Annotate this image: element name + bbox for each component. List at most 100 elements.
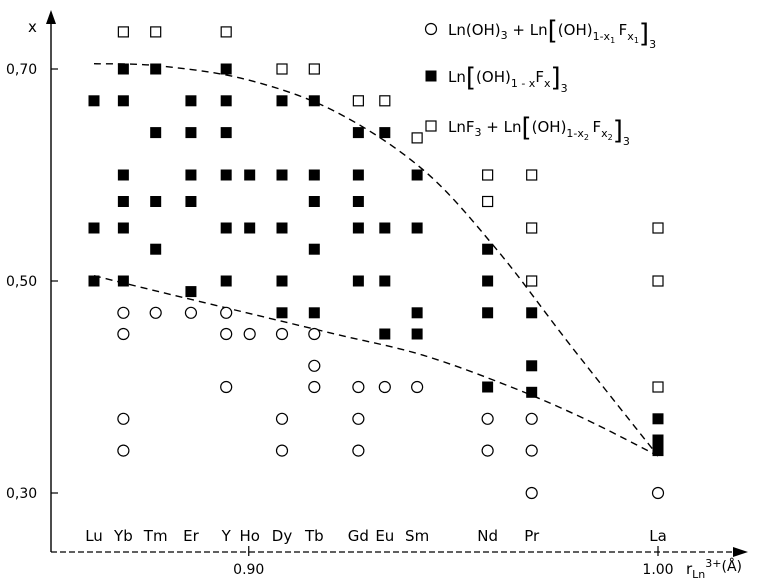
boundary-lower <box>93 275 659 457</box>
solid-solution-point <box>220 222 232 234</box>
fluoride-point <box>526 222 538 234</box>
y-tick-label: 0,30 <box>6 486 37 502</box>
element-label: La <box>649 527 667 545</box>
solid-solution-point <box>244 222 256 234</box>
solid-solution-point <box>185 196 197 207</box>
solid-solution-point <box>88 275 100 287</box>
legend-marker-fluoride <box>425 120 437 132</box>
boundary-upper <box>93 63 659 457</box>
fluoride-point <box>482 195 494 208</box>
legend-label-hydroxide: Ln(OH)3 + Ln[(OH)1-x1 Fx1]3 <box>448 16 656 51</box>
solid-solution-point <box>276 222 288 234</box>
fluoride-point <box>526 275 538 287</box>
legend: Ln(OH)3 + Ln[(OH)1-x1 Fx1]3 Ln[(OH)1 - xF… <box>424 16 656 148</box>
solid-solution-point <box>482 381 494 393</box>
solid-solution-point <box>185 286 197 298</box>
element-label: Eu <box>375 527 394 545</box>
hydroxide-point <box>220 327 233 341</box>
solid-solution-point <box>276 95 288 107</box>
element-label: Y <box>221 527 232 545</box>
element-label: Nd <box>477 527 498 545</box>
fluoride-point <box>150 26 162 38</box>
element-label: Er <box>183 527 199 545</box>
solid-solution-point <box>276 275 288 287</box>
element-label: Tb <box>304 527 324 545</box>
solid-solution-point <box>652 413 664 425</box>
phase-boundaries <box>93 63 659 457</box>
element-label: Ho <box>239 527 259 545</box>
solid-solution-point <box>526 360 538 372</box>
x-tick-label: 0.90 <box>233 562 264 578</box>
hydroxide-point <box>378 380 391 394</box>
fluoride-point <box>526 169 538 181</box>
fluoride-point <box>652 381 664 393</box>
solid-solution-point <box>185 169 197 181</box>
legend-marker-hydroxide <box>424 22 438 36</box>
hydroxide-point <box>308 380 321 394</box>
solid-solution-point <box>117 275 129 287</box>
solid-solution-point <box>244 169 256 181</box>
fluoride-point <box>652 275 664 287</box>
axes: x <box>28 10 748 557</box>
solid-solution-point <box>352 275 364 287</box>
fluoride-point <box>308 63 320 75</box>
solid-solution-point <box>482 275 494 287</box>
solid-solution-point <box>411 307 423 319</box>
solid-solution-point <box>482 307 494 319</box>
solid-solution-point <box>220 63 232 75</box>
fluoride-point <box>220 26 232 38</box>
legend-marker-solid-solution <box>425 70 437 82</box>
solid-solution-point <box>411 328 423 340</box>
hydroxide-point <box>243 327 256 341</box>
element-label: Tm <box>143 527 168 545</box>
solid-solution-point <box>117 63 129 75</box>
element-label: Pr <box>524 527 540 545</box>
hydroxide-point <box>117 306 130 319</box>
fluoride-point <box>482 169 494 181</box>
x-axis-label: r <box>686 560 693 578</box>
solid-solution-point <box>308 95 320 107</box>
solid-solution-point <box>308 169 320 181</box>
hydroxide-point <box>117 412 130 425</box>
element-labels: Lu Yb Tm Er Y Ho Dy Tb Gd Eu Sm Nd Pr La <box>85 527 667 545</box>
solid-solution-point <box>379 127 391 139</box>
solid-solution-point <box>652 434 664 446</box>
x-ticks: 0.90 1.00 <box>233 546 674 578</box>
hydroxide-point <box>117 444 130 457</box>
solid-solution-point <box>150 63 162 75</box>
y-axis-arrowhead <box>46 10 56 24</box>
solid-solution-point <box>379 222 391 234</box>
hydroxide-point <box>525 412 538 425</box>
solid-solution-point <box>352 196 364 207</box>
element-label: Lu <box>85 527 103 545</box>
y-ticks: 0,30 0,50 0,70 <box>6 62 58 502</box>
solid-solution-point <box>150 127 162 139</box>
solid-solution-point <box>117 95 129 107</box>
solid-solution-point <box>220 95 232 107</box>
solid-solution-point <box>276 169 288 181</box>
y-axis-label: x <box>28 18 37 36</box>
solid-solution-point <box>308 243 320 255</box>
data-markers <box>88 26 665 500</box>
hydroxide-point <box>275 412 289 425</box>
hydroxide-point <box>275 444 289 457</box>
hydroxide-point <box>352 444 365 457</box>
hydroxide-point <box>651 486 665 500</box>
x-tick-label: 1.00 <box>642 562 673 578</box>
solid-solution-point <box>308 196 320 207</box>
x-axis-label-superscript: 3+ <box>705 557 721 570</box>
hydroxide-point <box>308 359 321 372</box>
solid-solution-point <box>352 222 364 234</box>
solid-solution-point <box>308 307 320 319</box>
hydroxide-point <box>481 444 494 457</box>
solid-solution-point <box>276 307 288 319</box>
x-axis-label-unit: (Å) <box>722 558 743 575</box>
element-label: Sm <box>405 527 429 545</box>
hydroxide-point <box>117 327 130 341</box>
fluoride-point <box>411 132 423 144</box>
solid-solution-point <box>117 169 129 181</box>
solid-solution-point <box>88 222 100 234</box>
solid-solution-point <box>220 127 232 139</box>
element-label: Yb <box>113 527 133 545</box>
hydroxide-point <box>352 380 365 394</box>
